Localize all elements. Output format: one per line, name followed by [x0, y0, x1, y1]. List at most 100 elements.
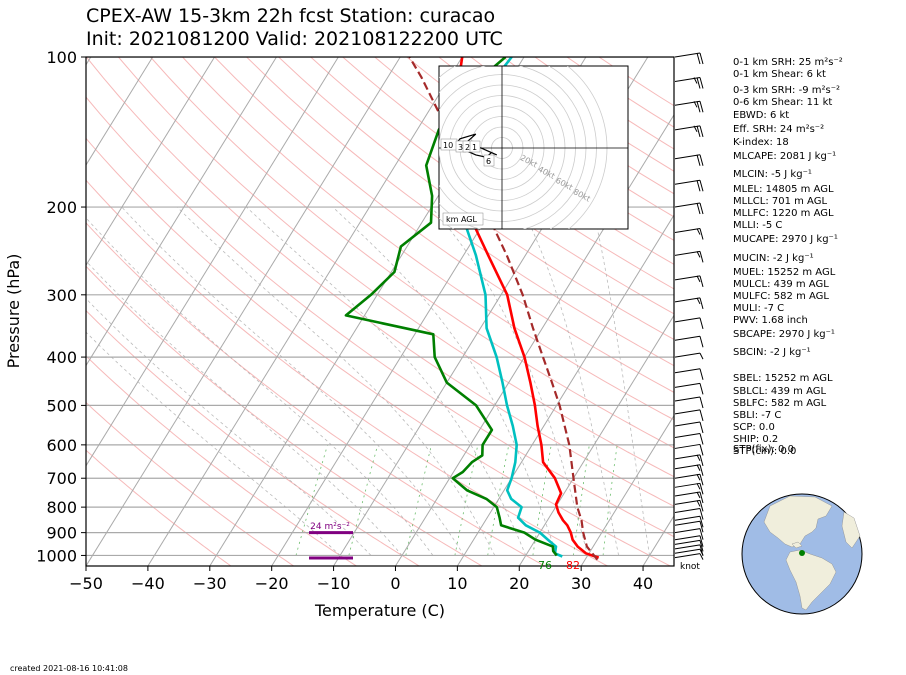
barb-flag [696, 500, 701, 507]
wind-barb [674, 499, 704, 512]
barb-flag [699, 275, 704, 288]
isotherm [86, 57, 339, 467]
barb-flag [696, 483, 701, 490]
barb-flag [699, 521, 704, 533]
barb-flag [696, 228, 701, 235]
isotherm [147, 57, 463, 566]
barb-flag [699, 516, 704, 528]
barb-shaft [674, 368, 701, 374]
wind-barb [674, 352, 704, 360]
barb-shaft [674, 77, 701, 83]
barb-flag [699, 383, 704, 395]
y-tick-label: 900 [46, 524, 77, 543]
index-line: MLEL: 14805 m AGL [733, 184, 834, 195]
barb-flag [699, 454, 704, 466]
index-line: STP(cin): 0.0 [733, 446, 797, 457]
index-line: MUCAPE: 2970 J kg⁻¹ [733, 234, 838, 245]
hodograph-corner-box [442, 212, 484, 226]
barb-shaft [674, 499, 701, 505]
barb-shaft [674, 382, 701, 388]
barb-shaft [674, 317, 701, 323]
wetbulb-profile [344, 57, 558, 557]
index-line: SHIP: 0.2 [733, 434, 779, 445]
wind-barb [674, 275, 704, 288]
chart-title-line1: CPEX-AW 15-3km 22h fcst Station: curacao [86, 5, 496, 27]
wind-barb [674, 520, 704, 533]
index-line: MLCAPE: 2081 J kg⁻¹ [733, 151, 837, 162]
wind-barb [674, 548, 704, 556]
x-tick-label: −40 [131, 574, 165, 593]
wind-barb [674, 507, 704, 520]
barb-shaft [674, 528, 701, 534]
wind-barb [674, 454, 704, 466]
barb-flag [699, 535, 704, 547]
x-tick-label: −30 [193, 574, 227, 593]
wind-barb [674, 433, 704, 445]
dry-adiabat [310, 57, 674, 315]
index-line: SBLI: -7 C [733, 410, 782, 421]
barb-flag [699, 251, 704, 263]
wind-barb [674, 491, 704, 504]
barb-flag [696, 154, 701, 166]
barb-flag [696, 52, 701, 65]
hodograph-height-label: 3 [458, 143, 463, 152]
dry-adiabat [86, 401, 294, 566]
barb-shaft [674, 228, 701, 234]
dry-adiabat [278, 57, 674, 341]
barb-shaft [674, 539, 701, 545]
dry-adiabat [342, 57, 674, 290]
barb-shaft [674, 202, 701, 208]
station-marker [799, 550, 805, 556]
index-line: SBEL: 15252 m AGL [733, 373, 833, 384]
wind-barb [674, 335, 704, 348]
barb-flag [699, 508, 704, 520]
barb-flag [696, 491, 701, 499]
barb-flag [699, 483, 704, 495]
index-line: SBCAPE: 2970 J kg⁻¹ [733, 329, 835, 340]
created-timestamp: created 2021-08-16 10:41:08 [10, 664, 128, 673]
barb-flag [699, 317, 704, 330]
wind-barb [674, 368, 704, 380]
barb-shaft [674, 335, 701, 341]
barb-flag [696, 77, 701, 89]
moist-adiabat [86, 298, 372, 556]
barb-shaft [674, 507, 701, 513]
index-line: Eff. SRH: 24 m²s⁻² [733, 124, 825, 135]
index-line: MLCIN: -5 J kg⁻¹ [733, 169, 812, 180]
y-axis-label: Pressure (hPa) [4, 254, 23, 369]
wind-barb [674, 179, 704, 192]
barb-flag [699, 125, 704, 137]
barb-shaft [674, 275, 701, 281]
dry-adiabat [86, 137, 671, 566]
dry-adiabat [214, 57, 674, 393]
barb-flag [699, 421, 704, 434]
moist-adiabat [592, 206, 650, 556]
y-tick-label: 800 [46, 498, 77, 517]
barb-flag [696, 297, 701, 305]
hodograph-height-label: 2 [465, 143, 470, 152]
barb-shaft [674, 482, 701, 488]
wind-barb [674, 535, 704, 547]
barb-flag [699, 500, 704, 512]
index-line: MLLI: -5 C [733, 220, 783, 231]
barb-shaft [674, 491, 701, 497]
barb-flag [699, 180, 704, 192]
barb-flag [696, 251, 701, 258]
y-tick-label: 1000 [36, 546, 77, 565]
barb-flag [699, 544, 704, 556]
isobars [86, 57, 674, 557]
barb-flag [699, 396, 704, 409]
barb-flag [699, 352, 704, 360]
moist-adiabat [86, 260, 403, 556]
isotherm [86, 57, 277, 367]
barb-shaft [674, 352, 701, 358]
wind-barb [674, 77, 704, 89]
barb-shaft [674, 100, 701, 106]
barb-shaft [674, 443, 701, 449]
barb-flag [699, 433, 704, 445]
index-line: SCP: 0.0 [733, 422, 775, 433]
y-tick-label: 500 [46, 396, 77, 415]
barb-shaft [674, 421, 701, 427]
plot-frame [85, 56, 675, 567]
